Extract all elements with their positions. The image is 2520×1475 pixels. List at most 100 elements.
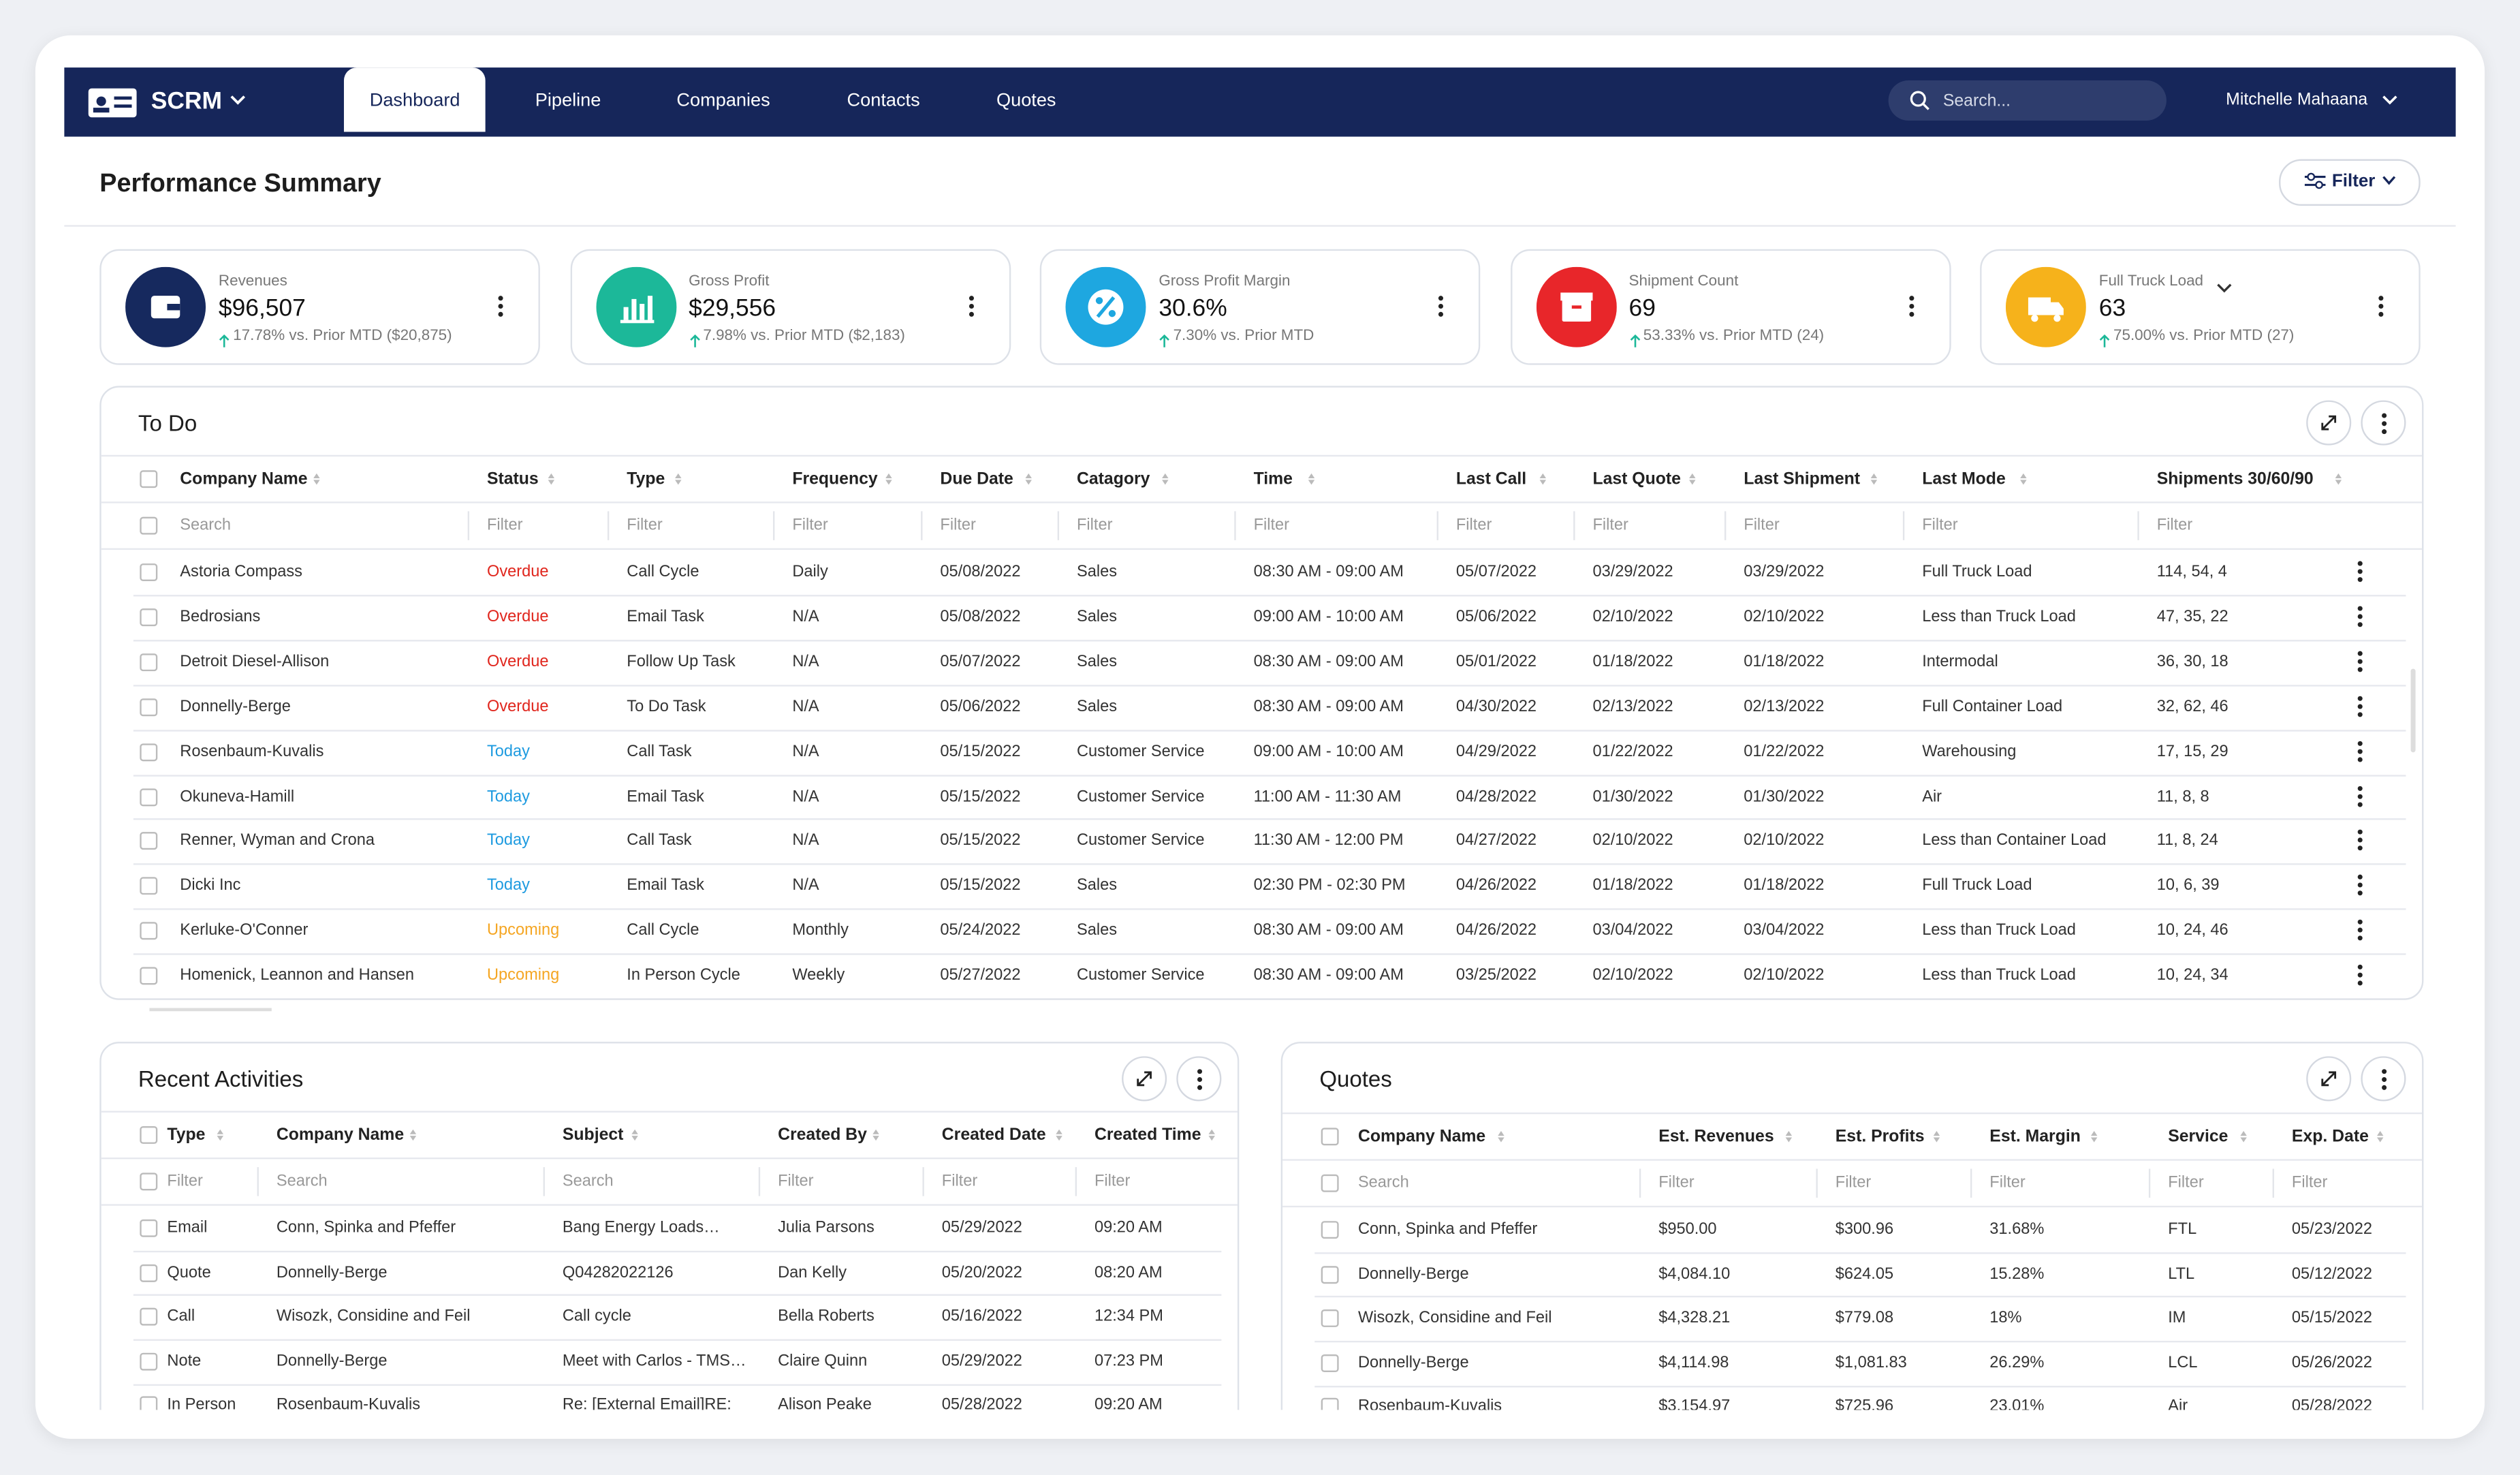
row-checkbox[interactable]: [140, 877, 158, 895]
column-filter[interactable]: Filter: [1744, 516, 1780, 535]
column-filter[interactable]: Filter: [1094, 1173, 1131, 1191]
card-menu[interactable]: [1176, 1056, 1222, 1102]
sort-icon[interactable]: [408, 1129, 417, 1141]
company-name[interactable]: Okuneva-Hamill: [180, 788, 295, 806]
column-header[interactable]: Time: [1253, 469, 1293, 489]
company-name[interactable]: Email: [167, 1219, 208, 1237]
kpi-menu[interactable]: [1438, 296, 1444, 320]
sort-icon[interactable]: [2333, 473, 2342, 485]
column-header[interactable]: Company Name: [1357, 1127, 1486, 1147]
row-checkbox[interactable]: [140, 1308, 158, 1326]
column-filter[interactable]: Search: [562, 1173, 614, 1191]
column-header[interactable]: Company Name: [276, 1125, 405, 1145]
column-filter[interactable]: Filter: [627, 516, 663, 535]
column-filter[interactable]: Filter: [1253, 516, 1290, 535]
column-filter[interactable]: Filter: [1922, 516, 1958, 535]
user-name[interactable]: Mitchelle Mahaana: [2226, 90, 2368, 110]
column-header[interactable]: Last Mode: [1922, 469, 2006, 489]
row-menu[interactable]: [2357, 606, 2363, 630]
sort-icon[interactable]: [1932, 1131, 1940, 1143]
sort-icon[interactable]: [215, 1129, 223, 1141]
row-menu[interactable]: [2357, 740, 2363, 764]
column-header[interactable]: Catagory: [1076, 469, 1150, 489]
company-name[interactable]: Dicki Inc: [180, 877, 241, 895]
column-filter[interactable]: Filter: [941, 1173, 978, 1191]
company-name[interactable]: Detroit Diesel-Allison: [180, 653, 330, 671]
column-header[interactable]: Est. Profits: [1835, 1127, 1925, 1147]
row-menu[interactable]: [2357, 561, 2363, 585]
company-name[interactable]: Wisozk, Considine and Feil: [1357, 1309, 1552, 1328]
column-filter[interactable]: Filter: [2291, 1174, 2328, 1192]
row-checkbox[interactable]: [140, 922, 158, 940]
company-name[interactable]: Donnelly-Berge: [180, 698, 291, 716]
column-header[interactable]: Exp. Date: [2291, 1127, 2369, 1147]
checkbox[interactable]: [140, 1173, 158, 1191]
expand-button[interactable]: [2306, 1056, 2352, 1102]
column-header[interactable]: Created Time: [1094, 1125, 1201, 1145]
sort-icon[interactable]: [1054, 1129, 1062, 1141]
column-header[interactable]: Status: [486, 469, 539, 489]
row-checkbox[interactable]: [140, 563, 158, 582]
company-name[interactable]: Conn, Spinka and Pfeffer: [1357, 1221, 1538, 1239]
column-header[interactable]: Est. Margin: [1989, 1127, 2081, 1147]
sort-icon[interactable]: [1306, 473, 1315, 485]
column-filter[interactable]: Filter: [940, 516, 976, 535]
row-checkbox[interactable]: [1321, 1354, 1339, 1372]
brand[interactable]: SCRM: [151, 87, 223, 115]
sort-icon[interactable]: [2239, 1131, 2247, 1143]
company-name[interactable]: Donnelly-Berge: [1357, 1265, 1469, 1284]
column-filter[interactable]: Search: [180, 516, 232, 535]
card-menu[interactable]: [2361, 1056, 2406, 1102]
column-filter[interactable]: Filter: [1658, 1174, 1695, 1192]
row-checkbox[interactable]: [140, 1352, 158, 1371]
column-filter[interactable]: Filter: [1835, 1174, 1872, 1192]
company-name[interactable]: Quote: [167, 1263, 211, 1282]
sort-icon[interactable]: [674, 473, 682, 485]
row-checkbox[interactable]: [140, 653, 158, 671]
company-name[interactable]: Renner, Wyman and Crona: [180, 833, 375, 851]
company-name[interactable]: Note: [167, 1352, 202, 1371]
row-checkbox[interactable]: [1321, 1221, 1339, 1239]
row-checkbox[interactable]: [140, 608, 158, 626]
expand-button[interactable]: [1122, 1056, 1167, 1102]
checkbox[interactable]: [1321, 1174, 1339, 1192]
company-name[interactable]: Homenick, Leannon and Hansen: [180, 967, 414, 985]
company-name[interactable]: Call: [167, 1308, 195, 1326]
sort-icon[interactable]: [1869, 473, 1878, 485]
sort-icon[interactable]: [884, 473, 892, 485]
nav-tab[interactable]: Pipeline: [535, 91, 601, 111]
nav-tab[interactable]: Companies: [676, 91, 770, 111]
column-filter[interactable]: Filter: [167, 1173, 203, 1191]
row-menu[interactable]: [2357, 875, 2363, 899]
column-header[interactable]: Last Shipment: [1744, 469, 1860, 489]
company-name[interactable]: Astoria Compass: [180, 563, 302, 582]
column-filter[interactable]: Filter: [778, 1173, 814, 1191]
row-checkbox[interactable]: [140, 788, 158, 806]
company-name[interactable]: Rosenbaum-Kuvalis: [180, 743, 324, 761]
column-filter[interactable]: Filter: [1076, 516, 1113, 535]
sort-icon[interactable]: [2376, 1131, 2384, 1143]
column-filter[interactable]: Filter: [1592, 516, 1628, 535]
checkbox[interactable]: [140, 1125, 158, 1144]
row-checkbox[interactable]: [140, 743, 158, 761]
sort-icon[interactable]: [2090, 1131, 2098, 1143]
row-menu[interactable]: [2357, 696, 2363, 719]
column-header[interactable]: Created By: [778, 1125, 867, 1145]
company-name[interactable]: Bedrosians: [180, 608, 261, 626]
row-menu[interactable]: [2357, 651, 2363, 674]
checkbox[interactable]: [1321, 1128, 1339, 1146]
row-checkbox[interactable]: [1321, 1309, 1339, 1328]
column-header[interactable]: Service: [2168, 1127, 2228, 1147]
row-checkbox[interactable]: [140, 698, 158, 716]
row-checkbox[interactable]: [140, 833, 158, 851]
row-menu[interactable]: [2357, 785, 2363, 809]
column-filter[interactable]: Filter: [2168, 1174, 2204, 1192]
column-filter[interactable]: Filter: [2156, 516, 2193, 535]
nav-tab[interactable]: Quotes: [996, 91, 1056, 111]
column-filter[interactable]: Filter: [1455, 516, 1492, 535]
column-header[interactable]: Est. Revenues: [1658, 1127, 1774, 1147]
checkbox[interactable]: [140, 516, 158, 535]
sort-icon[interactable]: [1207, 1129, 1215, 1141]
sort-icon[interactable]: [2019, 473, 2027, 485]
nav-tab[interactable]: Dashboard: [369, 91, 460, 111]
